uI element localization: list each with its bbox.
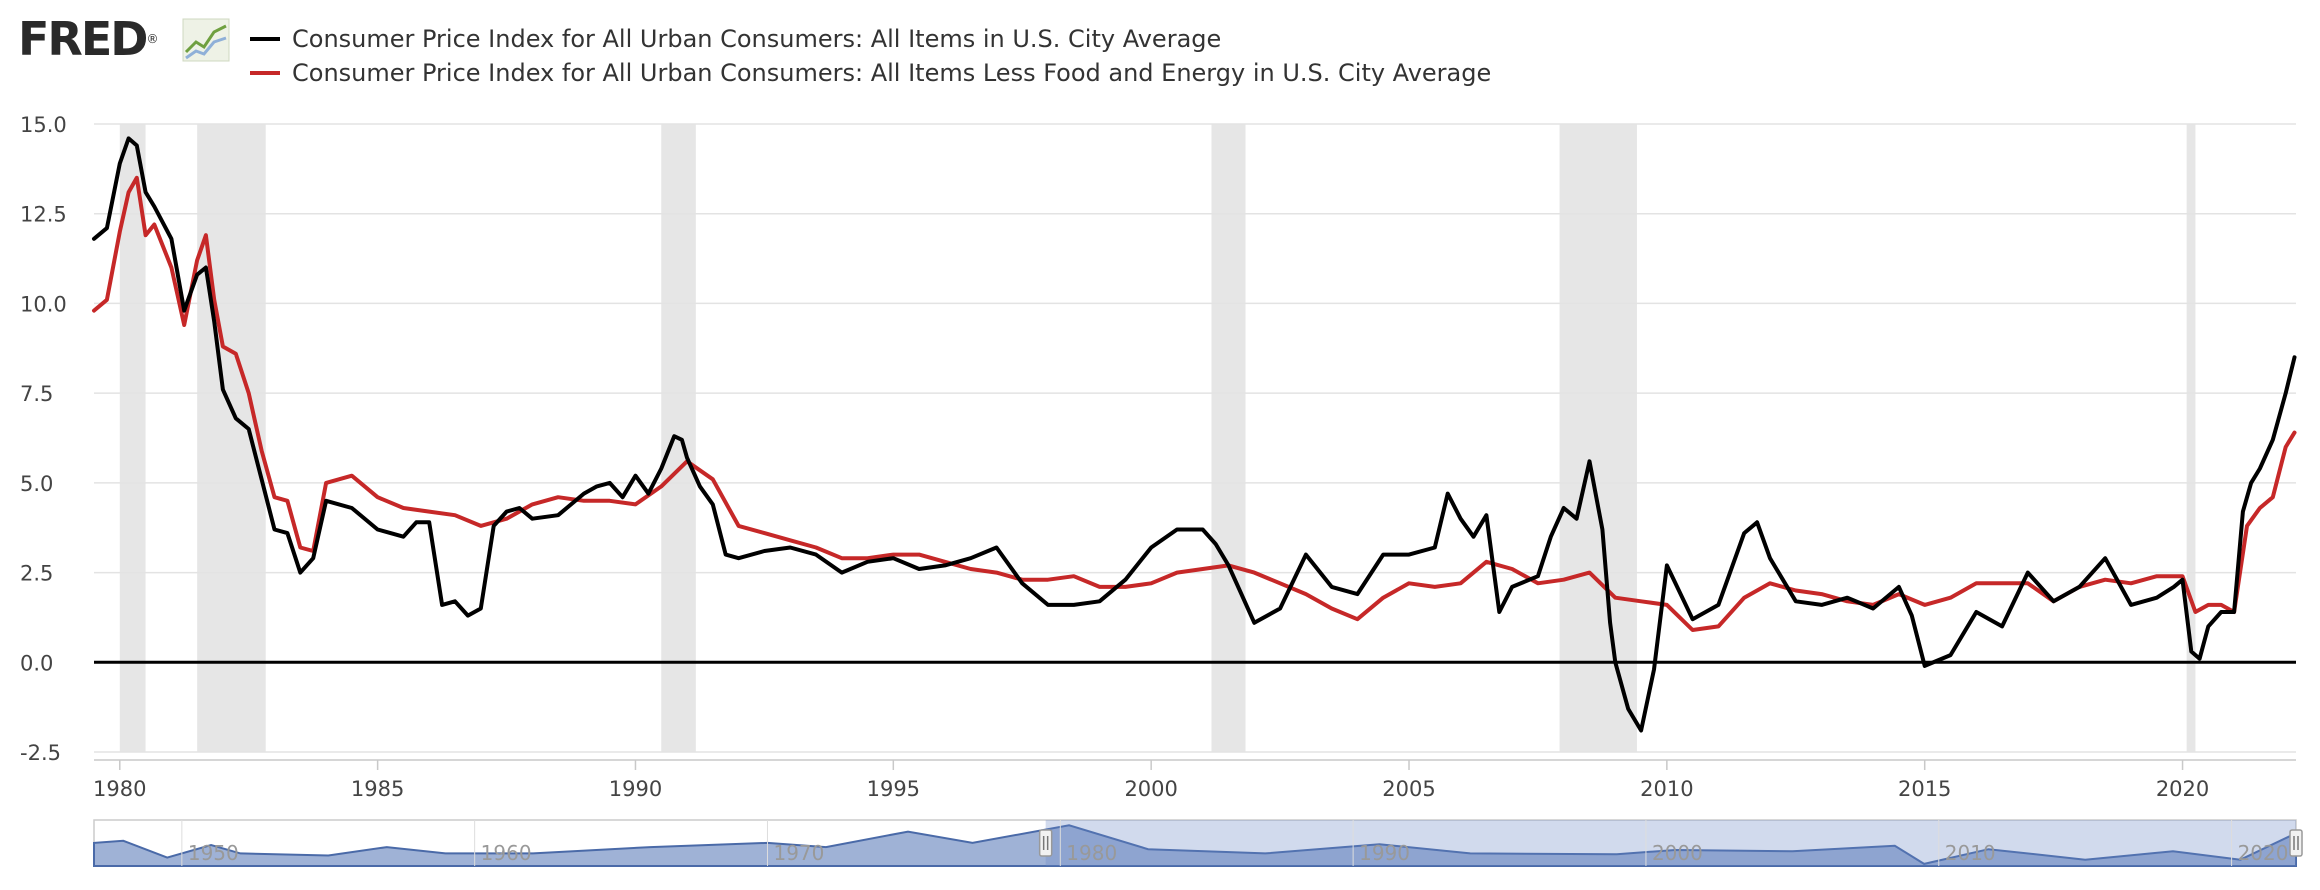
y-tick-label: 5.0	[20, 472, 53, 496]
line-graph-icon	[182, 18, 230, 62]
navigator-series-area	[93, 824, 2297, 867]
y-tick-label: 2.5	[20, 562, 53, 586]
navigator-selection[interactable]	[1045, 820, 2296, 866]
x-tick-label: 2000	[1124, 777, 1177, 801]
recession-band	[1211, 124, 1246, 752]
fred-logo[interactable]: FRED®	[18, 16, 158, 62]
recession-band	[1559, 124, 1637, 752]
y-tick-label: -2.5	[20, 741, 61, 765]
legend-swatch-core	[250, 71, 280, 75]
y-tick-label: 10.0	[20, 292, 67, 316]
navigator-label: 1980	[1066, 841, 1117, 865]
y-tick-label: 15.0	[20, 113, 67, 137]
x-tick-label: 1990	[609, 777, 662, 801]
navigator-label: 1950	[188, 841, 239, 865]
recession-band	[119, 124, 146, 752]
recession-band	[197, 124, 266, 752]
x-tick-label: 1985	[351, 777, 404, 801]
x-tick-label: 2005	[1382, 777, 1435, 801]
navigator-left-handle[interactable]	[1038, 829, 1053, 857]
legend-label-core: Consumer Price Index for All Urban Consu…	[292, 59, 1492, 87]
navigator-label: 2020	[2238, 841, 2289, 865]
navigator-label: 1970	[773, 841, 824, 865]
x-tick-label: 2010	[1640, 777, 1693, 801]
navigator-label: 2010	[1945, 841, 1996, 865]
navigator-label: 1990	[1359, 841, 1410, 865]
y-tick-label: 0.0	[20, 651, 53, 675]
series-line-core	[92, 175, 2297, 632]
chart-header: FRED® Consumer Price Index for All Urban…	[0, 0, 2320, 110]
y-tick-label: 7.5	[20, 382, 53, 406]
navigator-right-handle[interactable]	[2289, 829, 2303, 857]
navigator-label: 1960	[481, 841, 532, 865]
x-tick-label: 1980	[93, 777, 146, 801]
legend-item-all-items[interactable]: Consumer Price Index for All Urban Consu…	[250, 24, 1221, 54]
navigator-label: 2000	[1652, 841, 1703, 865]
logo-text: FRED	[18, 12, 148, 66]
x-tick-label: 1995	[867, 777, 920, 801]
x-tick-label: 2015	[1898, 777, 1951, 801]
x-tick-label: 2020	[2156, 777, 2209, 801]
y-tick-label: 12.5	[20, 203, 67, 227]
legend-label-all-items: Consumer Price Index for All Urban Consu…	[292, 25, 1222, 53]
legend-swatch-all-items	[250, 37, 280, 41]
logo-registered-mark: ®	[146, 32, 159, 46]
legend-item-core[interactable]: Consumer Price Index for All Urban Consu…	[250, 58, 1491, 88]
series-line-all-items	[92, 136, 2297, 733]
recession-band	[2186, 124, 2196, 752]
